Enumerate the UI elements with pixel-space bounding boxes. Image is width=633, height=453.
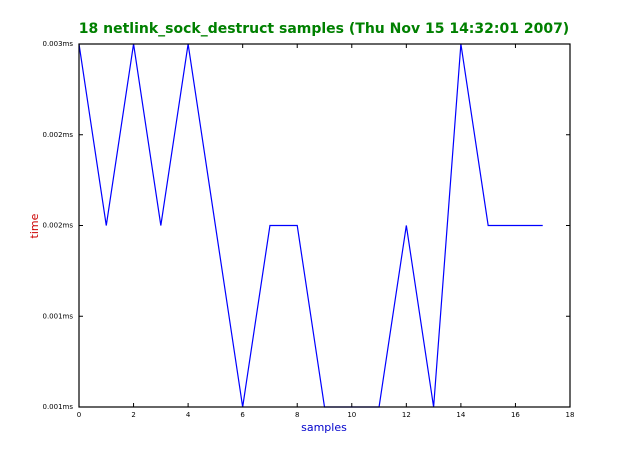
x-tick-label: 12 — [402, 411, 411, 419]
x-tick-label: 16 — [511, 411, 520, 419]
x-tick-label: 14 — [456, 411, 465, 419]
x-tick-label: 10 — [347, 411, 356, 419]
x-tick-label: 4 — [186, 411, 191, 419]
chart-title: 18 netlink_sock_destruct samples (Thu No… — [79, 21, 569, 37]
data-line — [78, 43, 543, 408]
plot-frame — [78, 43, 571, 408]
x-tick-label: 8 — [295, 411, 299, 419]
y-tick-label: 0.002ms — [42, 222, 73, 230]
y-axis-label: time — [28, 213, 41, 238]
y-tick-label: 0.003ms — [42, 40, 73, 48]
x-tick-label: 0 — [77, 411, 81, 419]
x-tick-label: 6 — [240, 411, 245, 419]
y-tick-label: 0.002ms — [42, 131, 73, 139]
y-tick-label: 0.001ms — [42, 403, 73, 411]
x-tick-label: 18 — [566, 411, 575, 419]
y-tick-label: 0.001ms — [42, 312, 73, 320]
x-tick-label: 2 — [131, 411, 135, 419]
x-axis-label: samples — [301, 421, 347, 434]
